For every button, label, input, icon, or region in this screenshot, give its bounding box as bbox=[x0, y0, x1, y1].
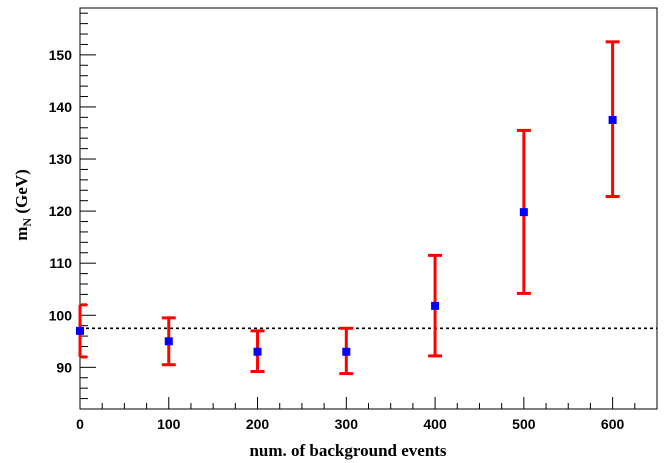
x-tick-label: 200 bbox=[246, 416, 270, 432]
y-tick-label: 140 bbox=[49, 99, 73, 115]
y-tick-label: 110 bbox=[49, 255, 72, 271]
y-tick-label: 130 bbox=[49, 151, 73, 167]
x-tick-label: 0 bbox=[76, 416, 84, 432]
y-tick-label: 100 bbox=[49, 307, 73, 323]
data-point bbox=[164, 337, 173, 346]
y-tick-label: 120 bbox=[49, 203, 73, 219]
x-tick-label: 600 bbox=[601, 416, 625, 432]
data-point bbox=[519, 208, 528, 217]
data-point bbox=[76, 326, 84, 335]
x-tick-label: 500 bbox=[512, 416, 536, 432]
y-tick-label: 90 bbox=[56, 359, 72, 375]
y-axis-ticks: 90 100 110 120 130 140 150 bbox=[49, 12, 96, 410]
error-bars bbox=[78, 40, 620, 376]
y-axis-title: mN (GeV) bbox=[12, 169, 34, 240]
data-point bbox=[431, 301, 440, 310]
data-point bbox=[342, 347, 351, 356]
x-axis-title: num. of background events bbox=[249, 441, 446, 460]
data-markers bbox=[76, 115, 617, 356]
y-axis-title-units: (GeV) bbox=[12, 169, 31, 218]
x-tick-label: 300 bbox=[335, 416, 359, 432]
data-point bbox=[608, 115, 617, 124]
x-tick-label: 400 bbox=[423, 416, 447, 432]
y-axis-title-sub: N bbox=[20, 218, 34, 227]
x-tick-label: 100 bbox=[157, 416, 181, 432]
plot-area-border bbox=[79, 7, 658, 410]
y-tick-label: 150 bbox=[49, 47, 73, 63]
data-point bbox=[253, 347, 262, 356]
x-axis-ticks: 0 100 200 300 400 500 600 bbox=[76, 397, 658, 432]
y-axis-title-main: m bbox=[12, 227, 31, 241]
plot-frame bbox=[79, 7, 658, 410]
